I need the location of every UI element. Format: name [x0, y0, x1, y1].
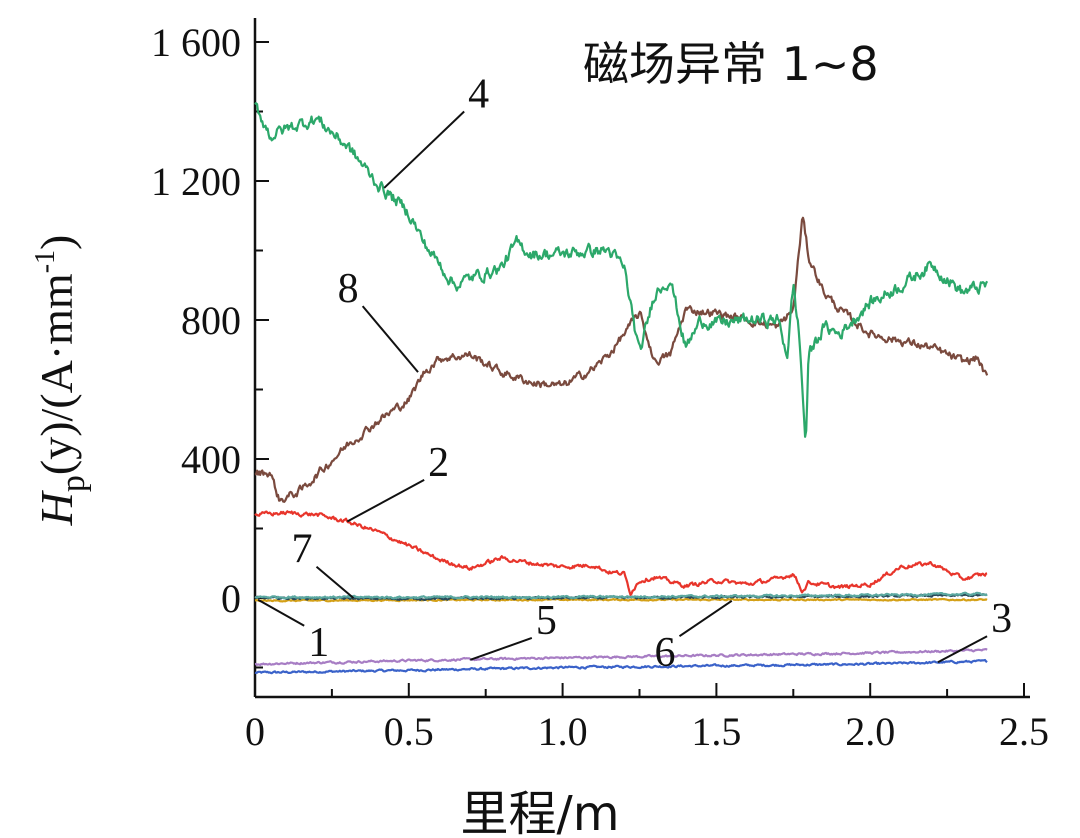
- axes: 1 600 1 200 800 400 0 0 0.5 1.0 1.5 2.0 2.5: [151, 18, 1049, 754]
- series-leader-line-5: [469, 637, 533, 661]
- x-tick-label: 0.5: [384, 709, 434, 754]
- series-lines: [254, 102, 989, 675]
- y-tick-label: 800: [181, 298, 241, 343]
- series-labels: 1 2 3 4 5 6 7 8: [257, 72, 1012, 676]
- x-tick-label: 1.5: [691, 709, 741, 754]
- x-tick-label: 0: [245, 709, 265, 754]
- series-leader-line-7: [315, 565, 355, 599]
- chart-title: 磁场异常 1~8: [583, 37, 879, 91]
- y-axis-title-p: p: [55, 475, 92, 492]
- series-leader-line-3: [937, 635, 988, 664]
- svg-text:Hp(y)/(A·mm-1): Hp(y)/(A·mm-1): [30, 235, 92, 527]
- series-line-1: [254, 597, 988, 603]
- series-label-2: 2: [428, 440, 449, 486]
- series-line-6: [254, 591, 988, 600]
- y-tick-label: 1 200: [151, 159, 241, 204]
- series-label-8: 8: [338, 266, 359, 312]
- y-tick-label: 1 600: [151, 20, 241, 65]
- series-line-5: [254, 648, 988, 667]
- y-axis-title: Hp(y)/(A·mm-1): [30, 235, 92, 527]
- y-axis-title-h: H: [31, 489, 82, 526]
- series-label-5: 5: [536, 598, 557, 644]
- series-leader-line-1: [257, 598, 305, 627]
- y-axis-title-expr: (y)/(A·mm: [31, 273, 82, 475]
- y-axis-title-sup: -1: [30, 250, 61, 273]
- series-label-1: 1: [308, 620, 329, 666]
- series-leader-line-8: [361, 305, 419, 373]
- series-leader-line-2: [346, 478, 425, 523]
- y-tick-label: 400: [181, 437, 241, 482]
- series-leader-line-4: [383, 110, 465, 189]
- series-line-3: [254, 658, 988, 675]
- series-line-8: [254, 216, 989, 503]
- series-line-4: [254, 102, 989, 438]
- x-axis-title: 里程/m: [461, 786, 620, 838]
- series-label-4: 4: [468, 72, 489, 118]
- x-tick-label: 2.5: [999, 709, 1049, 754]
- series-label-6: 6: [654, 630, 675, 676]
- y-tick-label: 0: [221, 576, 241, 621]
- y-axis-title-close: ): [31, 235, 82, 250]
- series-line-2: [254, 510, 988, 596]
- x-tick-label: 1.0: [538, 709, 588, 754]
- series-label-3: 3: [991, 596, 1012, 642]
- x-tick-label: 2.0: [845, 709, 895, 754]
- series-label-7: 7: [292, 527, 313, 573]
- series-leader-line-6: [678, 599, 733, 638]
